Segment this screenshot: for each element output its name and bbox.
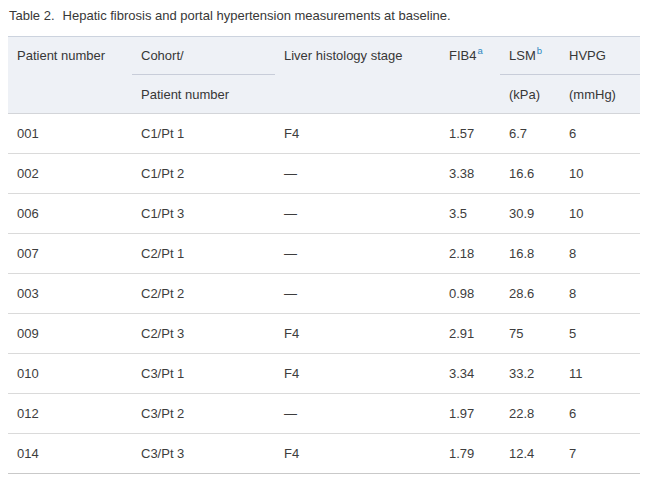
cell-lsm: 22.8 — [500, 394, 560, 434]
cell-cohort-patient-number: C1/Pt 1 — [132, 114, 275, 154]
cell-hvpg: 6 — [560, 114, 640, 154]
cell-fib4: 1.79 — [440, 434, 500, 474]
header-row-top: Patient number Cohort/ Liver histology s… — [8, 37, 640, 75]
table-header: Patient number Cohort/ Liver histology s… — [8, 37, 640, 114]
column-header-label: FIB4 — [449, 48, 476, 63]
measurements-table: Patient number Cohort/ Liver histology s… — [8, 36, 640, 474]
footnote-marker-b[interactable]: b — [537, 45, 542, 56]
cell-fib4: 3.38 — [440, 154, 500, 194]
cell-patient-number: 006 — [8, 194, 132, 234]
cell-lsm: 16.8 — [500, 234, 560, 274]
column-subheader-hvpg-unit: (mmHg) — [560, 75, 640, 114]
cell-liver-histology-stage: F4 — [275, 354, 440, 394]
column-subheader-patient-number: Patient number — [132, 75, 275, 114]
cell-hvpg: 8 — [560, 274, 640, 314]
column-header-hvpg: HVPG — [560, 37, 640, 75]
cell-liver-histology-stage: — — [275, 394, 440, 434]
cell-lsm: 16.6 — [500, 154, 560, 194]
table-row: 009C2/Pt 3F42.91755 — [8, 314, 640, 354]
cell-fib4: 2.91 — [440, 314, 500, 354]
cell-hvpg: 11 — [560, 354, 640, 394]
cell-lsm: 28.6 — [500, 274, 560, 314]
column-header-label: Cohort/ — [141, 48, 184, 63]
cell-fib4: 0.98 — [440, 274, 500, 314]
cell-hvpg: 6 — [560, 394, 640, 434]
cell-patient-number: 014 — [8, 434, 132, 474]
cell-lsm: 6.7 — [500, 114, 560, 154]
cell-fib4: 3.34 — [440, 354, 500, 394]
column-header-lsm: LSMb — [500, 37, 560, 75]
column-subheader-label: Patient number — [141, 87, 229, 102]
table-caption-label: Table 2. — [9, 8, 55, 23]
column-header-label: Patient number — [17, 48, 105, 63]
footnote-marker-a[interactable]: a — [477, 45, 482, 56]
table-row: 007C2/Pt 1—2.1816.88 — [8, 234, 640, 274]
column-header-label: LSM — [509, 48, 536, 63]
column-header-label: Liver histology stage — [284, 48, 403, 63]
cell-liver-histology-stage: — — [275, 154, 440, 194]
cell-cohort-patient-number: C1/Pt 3 — [132, 194, 275, 234]
cell-liver-histology-stage: F4 — [275, 434, 440, 474]
column-header-label: HVPG — [569, 48, 606, 63]
cell-liver-histology-stage: — — [275, 234, 440, 274]
table-row: 010C3/Pt 1F43.3433.211 — [8, 354, 640, 394]
table-row: 006C1/Pt 3—3.530.910 — [8, 194, 640, 234]
column-subheader-label: (kPa) — [509, 87, 540, 102]
cell-cohort-patient-number: C3/Pt 3 — [132, 434, 275, 474]
cell-lsm: 75 — [500, 314, 560, 354]
cell-cohort-patient-number: C2/Pt 1 — [132, 234, 275, 274]
cell-fib4: 1.97 — [440, 394, 500, 434]
cell-fib4: 2.18 — [440, 234, 500, 274]
cell-fib4: 1.57 — [440, 114, 500, 154]
cell-hvpg: 7 — [560, 434, 640, 474]
table-row: 002C1/Pt 2—3.3816.610 — [8, 154, 640, 194]
table-caption: Table 2. Hepatic fibrosis and portal hype… — [8, 8, 657, 24]
cell-hvpg: 10 — [560, 154, 640, 194]
cell-cohort-patient-number: C2/Pt 3 — [132, 314, 275, 354]
cell-patient-number: 009 — [8, 314, 132, 354]
column-header-patient-number: Patient number — [8, 37, 132, 114]
column-header-liver-histology-stage: Liver histology stage — [275, 37, 440, 114]
cell-patient-number: 012 — [8, 394, 132, 434]
cell-hvpg: 8 — [560, 234, 640, 274]
cell-hvpg: 10 — [560, 194, 640, 234]
table-row: 014C3/Pt 3F41.7912.47 — [8, 434, 640, 474]
column-subheader-label: (mmHg) — [569, 87, 616, 102]
cell-liver-histology-stage: — — [275, 194, 440, 234]
column-subheader-lsm-unit: (kPa) — [500, 75, 560, 114]
cell-patient-number: 001 — [8, 114, 132, 154]
column-header-cohort-patient-number: Cohort/ — [132, 37, 275, 75]
cell-patient-number: 010 — [8, 354, 132, 394]
cell-liver-histology-stage: F4 — [275, 114, 440, 154]
cell-lsm: 12.4 — [500, 434, 560, 474]
cell-lsm: 30.9 — [500, 194, 560, 234]
cell-patient-number: 003 — [8, 274, 132, 314]
table-row: 003C2/Pt 2—0.9828.68 — [8, 274, 640, 314]
column-header-fib4: FIB4a — [440, 37, 500, 114]
table-body: 001C1/Pt 1F41.576.76002C1/Pt 2—3.3816.61… — [8, 114, 640, 474]
cell-cohort-patient-number: C3/Pt 2 — [132, 394, 275, 434]
cell-hvpg: 5 — [560, 314, 640, 354]
cell-patient-number: 002 — [8, 154, 132, 194]
cell-cohort-patient-number: C2/Pt 2 — [132, 274, 275, 314]
table-row: 012C3/Pt 2—1.9722.86 — [8, 394, 640, 434]
cell-patient-number: 007 — [8, 234, 132, 274]
cell-liver-histology-stage: F4 — [275, 314, 440, 354]
table-caption-text: Hepatic fibrosis and portal hypertension… — [63, 8, 451, 23]
cell-cohort-patient-number: C1/Pt 2 — [132, 154, 275, 194]
cell-lsm: 33.2 — [500, 354, 560, 394]
cell-fib4: 3.5 — [440, 194, 500, 234]
cell-liver-histology-stage: — — [275, 274, 440, 314]
cell-cohort-patient-number: C3/Pt 1 — [132, 354, 275, 394]
page: Table 2. Hepatic fibrosis and portal hype… — [0, 0, 657, 474]
table-row: 001C1/Pt 1F41.576.76 — [8, 114, 640, 154]
